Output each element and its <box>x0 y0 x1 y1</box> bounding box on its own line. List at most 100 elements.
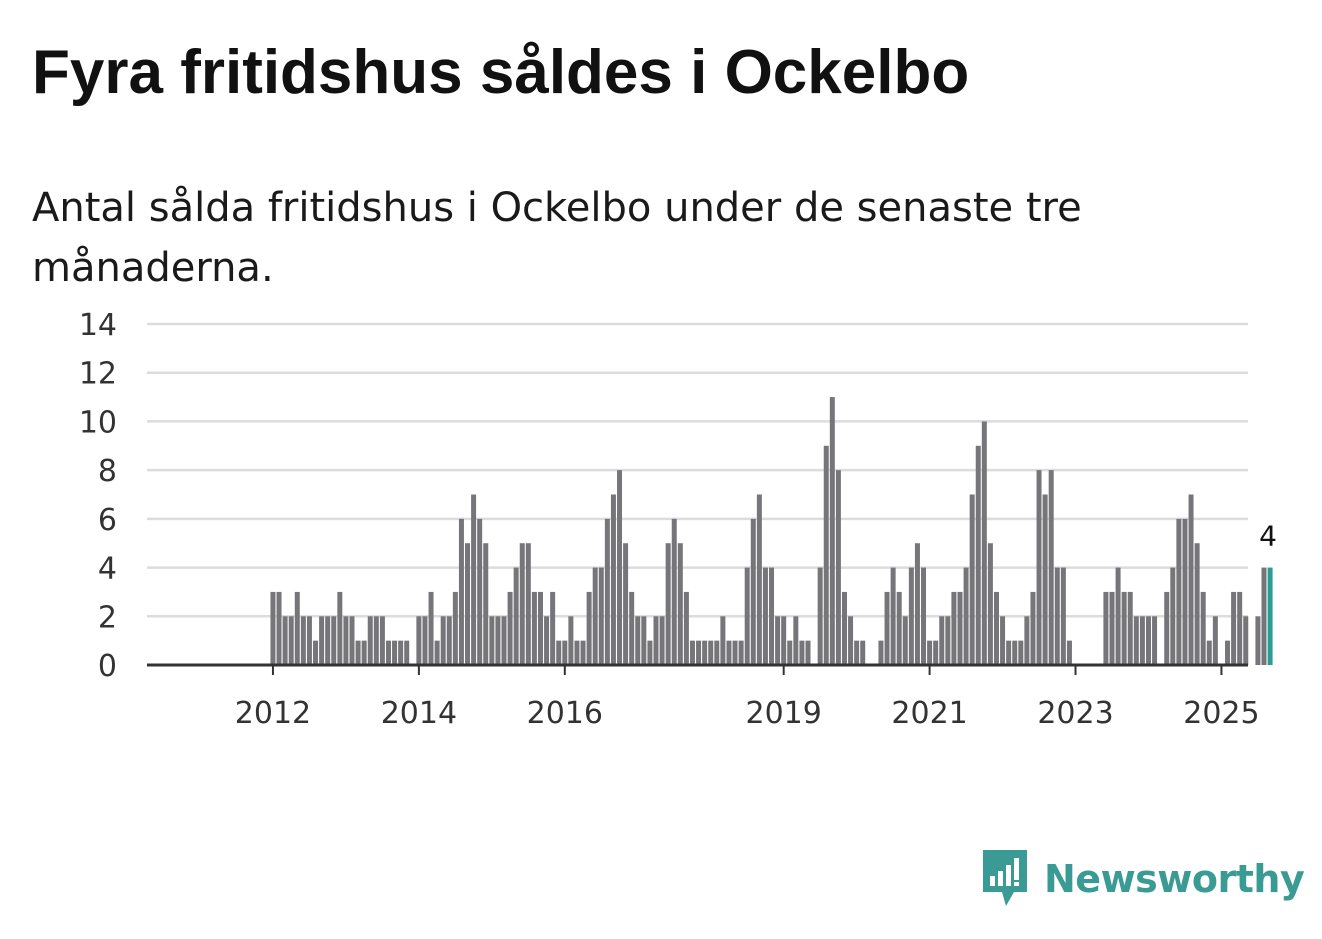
bar <box>598 567 604 665</box>
bar <box>531 591 537 665</box>
bar <box>294 591 300 665</box>
bar <box>446 616 452 665</box>
bar <box>458 518 464 665</box>
bar <box>1024 616 1030 665</box>
bar <box>349 616 355 665</box>
bar <box>969 494 975 665</box>
bar <box>422 616 428 665</box>
bar <box>288 616 294 665</box>
bar <box>1188 494 1194 665</box>
bar <box>993 591 999 665</box>
bar <box>477 518 483 665</box>
bar <box>513 567 519 665</box>
bar <box>799 640 805 665</box>
bar <box>1103 591 1109 665</box>
bar <box>313 640 319 665</box>
y-tick-label: 2 <box>98 600 117 635</box>
bar <box>373 616 379 665</box>
bar <box>440 616 446 665</box>
bar <box>939 616 945 665</box>
bar <box>1012 640 1018 665</box>
bar <box>659 616 665 665</box>
x-tick-label: 2016 <box>527 696 603 731</box>
bar <box>1042 494 1048 665</box>
bar <box>1006 640 1012 665</box>
bar <box>665 543 671 665</box>
bar-chart: 0 2 4 6 8 10 12 14 2012 2014 2016 2019 2021 2023 2025 4 <box>79 308 1277 731</box>
bar <box>1243 616 1249 665</box>
chart-title: Fyra fritidshus såldes i Ockelbo <box>32 38 970 107</box>
bar <box>1170 567 1176 665</box>
bar <box>1164 591 1170 665</box>
bar <box>610 494 616 665</box>
bar <box>1231 591 1237 665</box>
bar <box>1225 640 1231 665</box>
bar <box>793 616 799 665</box>
bar <box>1255 616 1261 665</box>
bar <box>635 616 641 665</box>
bar <box>483 543 489 665</box>
bar <box>629 591 635 665</box>
bar <box>1194 543 1200 665</box>
newsworthy-logo: Newsworthy <box>980 848 1305 910</box>
bar <box>683 591 689 665</box>
bar <box>1018 640 1024 665</box>
bar <box>580 640 586 665</box>
bar <box>550 591 556 665</box>
bar <box>385 640 391 665</box>
x-tick-label: 2019 <box>746 696 822 731</box>
bar <box>495 616 501 665</box>
bar <box>908 567 914 665</box>
y-tick-label: 0 <box>98 649 117 684</box>
bar <box>379 616 385 665</box>
bar <box>465 543 471 665</box>
bar <box>848 616 854 665</box>
bar <box>981 421 987 665</box>
bar <box>756 494 762 665</box>
bar <box>452 591 458 665</box>
bar <box>653 616 659 665</box>
bar <box>1127 591 1133 665</box>
bar <box>677 543 683 665</box>
bar <box>623 543 629 665</box>
bar <box>1182 518 1188 665</box>
bar <box>696 640 702 665</box>
bar <box>604 518 610 665</box>
bar <box>1048 470 1054 665</box>
bar <box>708 640 714 665</box>
bar <box>1176 518 1182 665</box>
bar <box>331 616 337 665</box>
bar <box>951 591 957 665</box>
bar <box>519 543 525 665</box>
x-tick-label: 2021 <box>891 696 967 731</box>
bar <box>392 640 398 665</box>
bar <box>835 470 841 665</box>
bar <box>428 591 434 665</box>
bar <box>355 640 361 665</box>
bar <box>1036 470 1042 665</box>
bar <box>841 591 847 665</box>
bar <box>1115 567 1121 665</box>
bar <box>1054 567 1060 665</box>
bar <box>744 567 750 665</box>
bar <box>914 543 920 665</box>
bar <box>829 397 835 665</box>
bar <box>945 616 951 665</box>
x-tick-label: 2014 <box>381 696 457 731</box>
bar <box>738 640 744 665</box>
bar <box>854 640 860 665</box>
bar <box>434 640 440 665</box>
highlight-bar <box>1267 567 1273 665</box>
bar <box>361 640 367 665</box>
bar <box>817 567 823 665</box>
bar <box>987 543 993 665</box>
chart-subtitle: Antal sålda fritidshus i Ockelbo under d… <box>32 185 1082 291</box>
bar <box>282 616 288 665</box>
bar <box>1200 591 1206 665</box>
bar <box>1152 616 1158 665</box>
bar <box>544 616 550 665</box>
bar <box>902 616 908 665</box>
bar <box>641 616 647 665</box>
bar <box>1139 616 1145 665</box>
y-tick-label: 8 <box>98 454 117 489</box>
